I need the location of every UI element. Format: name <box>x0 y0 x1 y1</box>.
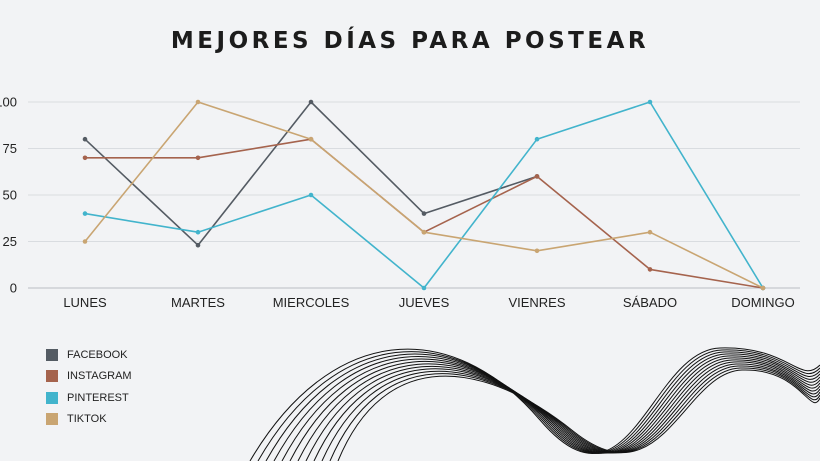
data-point <box>195 229 201 235</box>
legend-label: TIKTOK <box>67 413 107 426</box>
data-point <box>534 136 540 142</box>
y-tick-label: 50 <box>3 188 17 203</box>
data-point <box>82 136 88 142</box>
legend-label: FACEBOOK <box>67 348 128 361</box>
legend-item: PINTEREST <box>46 387 132 409</box>
data-point <box>421 211 427 216</box>
series-facebook <box>82 99 540 248</box>
x-tick-label: VIENRES <box>508 295 565 310</box>
x-tick-label: MARTES <box>171 295 225 310</box>
x-tick-label: SÁBADO <box>623 295 677 310</box>
data-point <box>421 285 427 291</box>
y-tick-label: 75 <box>3 141 17 156</box>
y-tick-label: 25 <box>3 234 17 249</box>
data-point <box>195 99 201 105</box>
x-tick-label: LUNES <box>63 295 107 310</box>
y-tick-label: 100 <box>0 95 17 110</box>
legend-swatch <box>46 413 58 426</box>
chart-title: MEJORES DÍAS PARA POSTEAR <box>170 28 650 54</box>
data-point <box>308 136 314 142</box>
data-point <box>195 155 201 161</box>
series-line <box>84 101 538 247</box>
data-point <box>82 211 88 216</box>
x-axis-ticks: LUNES MARTES MIERCOLES JUEVES VIENRES SÁBADO D… <box>63 295 794 310</box>
legend-swatch <box>46 391 58 404</box>
data-point <box>421 229 427 235</box>
y-axis-ticks: 0 25 50 75 100 <box>0 95 17 296</box>
x-tick-label: MIERCOLES <box>273 295 350 310</box>
gridlines <box>28 101 800 289</box>
data-point <box>82 239 88 244</box>
legend-swatch <box>46 370 58 383</box>
x-tick-label: JUEVES <box>399 295 450 310</box>
data-point <box>647 267 653 272</box>
legend-item: FACEBOOK <box>46 344 132 366</box>
series-lines <box>82 99 766 291</box>
legend-item: INSTAGRAM <box>46 366 132 388</box>
legend-label: PINTEREST <box>67 391 129 404</box>
x-tick-label: DOMINGO <box>731 295 795 310</box>
data-point <box>647 99 653 105</box>
legend-label: INSTAGRAM <box>67 370 132 383</box>
series-tiktok <box>82 99 766 291</box>
data-point <box>195 242 201 248</box>
data-point <box>534 174 540 179</box>
legend: FACEBOOK INSTAGRAM PINTEREST TIKTOK <box>46 344 132 430</box>
data-point <box>534 248 540 254</box>
data-point <box>647 229 653 235</box>
y-tick-label: 0 <box>10 281 17 296</box>
data-point <box>82 155 88 161</box>
data-point <box>308 192 314 198</box>
legend-swatch <box>46 348 58 361</box>
data-point <box>760 285 766 291</box>
data-point <box>308 99 314 105</box>
legend-item: TIKTOK <box>46 409 132 431</box>
